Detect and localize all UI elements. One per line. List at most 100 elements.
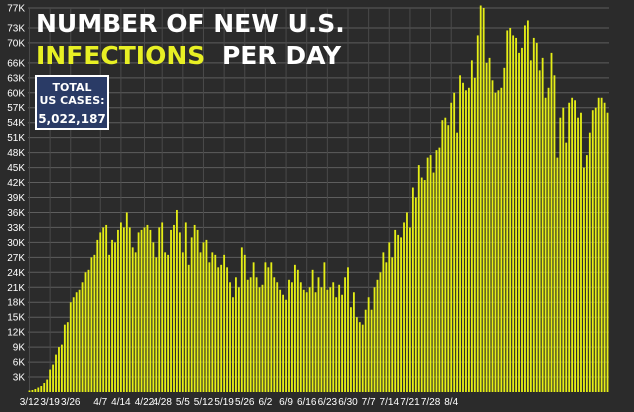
bar	[63, 324, 66, 392]
bar	[49, 369, 52, 392]
bar	[562, 107, 565, 393]
bar	[600, 97, 603, 393]
bar	[237, 287, 240, 392]
x-tick-label: 5/12	[194, 397, 214, 408]
x-tick-label: 4/22	[135, 397, 155, 408]
bar	[152, 242, 155, 392]
bar	[270, 262, 273, 392]
bar	[217, 267, 220, 392]
bar	[282, 294, 285, 392]
x-tick-label: 3/12	[20, 397, 40, 408]
bar	[205, 239, 208, 392]
bar	[279, 289, 282, 392]
y-tick-label: 42K	[7, 178, 25, 189]
bar	[411, 187, 414, 392]
bar	[529, 60, 532, 393]
bar	[367, 297, 370, 392]
bar	[240, 247, 243, 392]
y-tick-label: 57K	[7, 103, 25, 114]
bar	[99, 232, 102, 392]
bar	[571, 97, 574, 393]
y-tick-label: 27K	[7, 253, 25, 264]
bar	[84, 272, 87, 392]
y-tick-label: 66K	[7, 58, 25, 69]
bar	[462, 82, 464, 392]
bar	[87, 269, 90, 392]
bar	[140, 229, 143, 392]
bar	[423, 180, 426, 392]
bar	[468, 87, 470, 392]
bar	[326, 289, 329, 392]
y-tick-label: 39K	[7, 193, 25, 204]
bar	[491, 80, 494, 392]
bar	[273, 277, 276, 392]
bar	[223, 254, 226, 392]
bar	[117, 229, 119, 392]
bar	[406, 212, 408, 392]
bar	[149, 229, 152, 392]
bar	[335, 297, 338, 392]
total-box-line1: TOTAL	[52, 81, 91, 94]
bar	[394, 229, 397, 392]
bar	[105, 224, 108, 392]
bar	[122, 227, 125, 392]
bar	[438, 147, 441, 392]
bar	[503, 67, 506, 392]
bar	[52, 364, 54, 392]
bar	[58, 347, 60, 392]
bar	[456, 132, 459, 392]
y-tick-label: 77K	[7, 4, 25, 15]
bar	[429, 155, 432, 392]
y-tick-label: 30K	[7, 238, 25, 249]
bar	[235, 277, 237, 392]
x-tick-label: 8/4	[444, 397, 458, 408]
bar	[137, 232, 140, 392]
bar	[414, 197, 417, 392]
bar	[361, 324, 364, 392]
bar	[473, 77, 476, 392]
bar	[96, 239, 99, 392]
bar	[350, 307, 352, 392]
bars	[28, 5, 609, 393]
bar	[258, 287, 261, 392]
bar	[178, 232, 181, 392]
bar	[161, 222, 164, 392]
y-tick-label: 54K	[7, 118, 25, 129]
chart-title-rest: PER DAY	[222, 41, 342, 70]
y-tick-label: 9K	[13, 343, 26, 354]
bar	[355, 317, 358, 392]
bar	[585, 155, 588, 392]
bar	[373, 287, 376, 392]
bar	[358, 322, 361, 392]
bar	[90, 257, 93, 392]
bar	[196, 229, 199, 392]
bar	[497, 90, 500, 392]
x-tick-label: 5/5	[176, 397, 190, 408]
bar	[243, 254, 246, 392]
y-tick-label: 24K	[7, 268, 25, 279]
bar	[518, 52, 520, 392]
y-tick-label: 3K	[13, 373, 26, 384]
bar	[299, 282, 302, 392]
bar	[388, 242, 391, 392]
bar	[524, 25, 526, 392]
bar	[229, 282, 231, 392]
bar	[226, 267, 228, 392]
bar	[426, 157, 429, 392]
total-cases-box: TOTAL US CASES: 5,022,187	[35, 75, 109, 130]
bar	[181, 252, 184, 392]
bar	[332, 282, 335, 392]
bar	[285, 299, 287, 392]
x-tick-label: 7/7	[362, 397, 376, 408]
bar	[267, 267, 270, 392]
bar	[470, 60, 473, 393]
bar	[597, 97, 600, 393]
bar	[379, 272, 382, 392]
chart-title-line1: NUMBER OF NEW U.S.	[36, 9, 345, 38]
y-tick-label: 70K	[7, 38, 25, 49]
x-tick-label: 6/30	[338, 397, 358, 408]
bar	[78, 289, 81, 392]
bar	[184, 222, 187, 392]
